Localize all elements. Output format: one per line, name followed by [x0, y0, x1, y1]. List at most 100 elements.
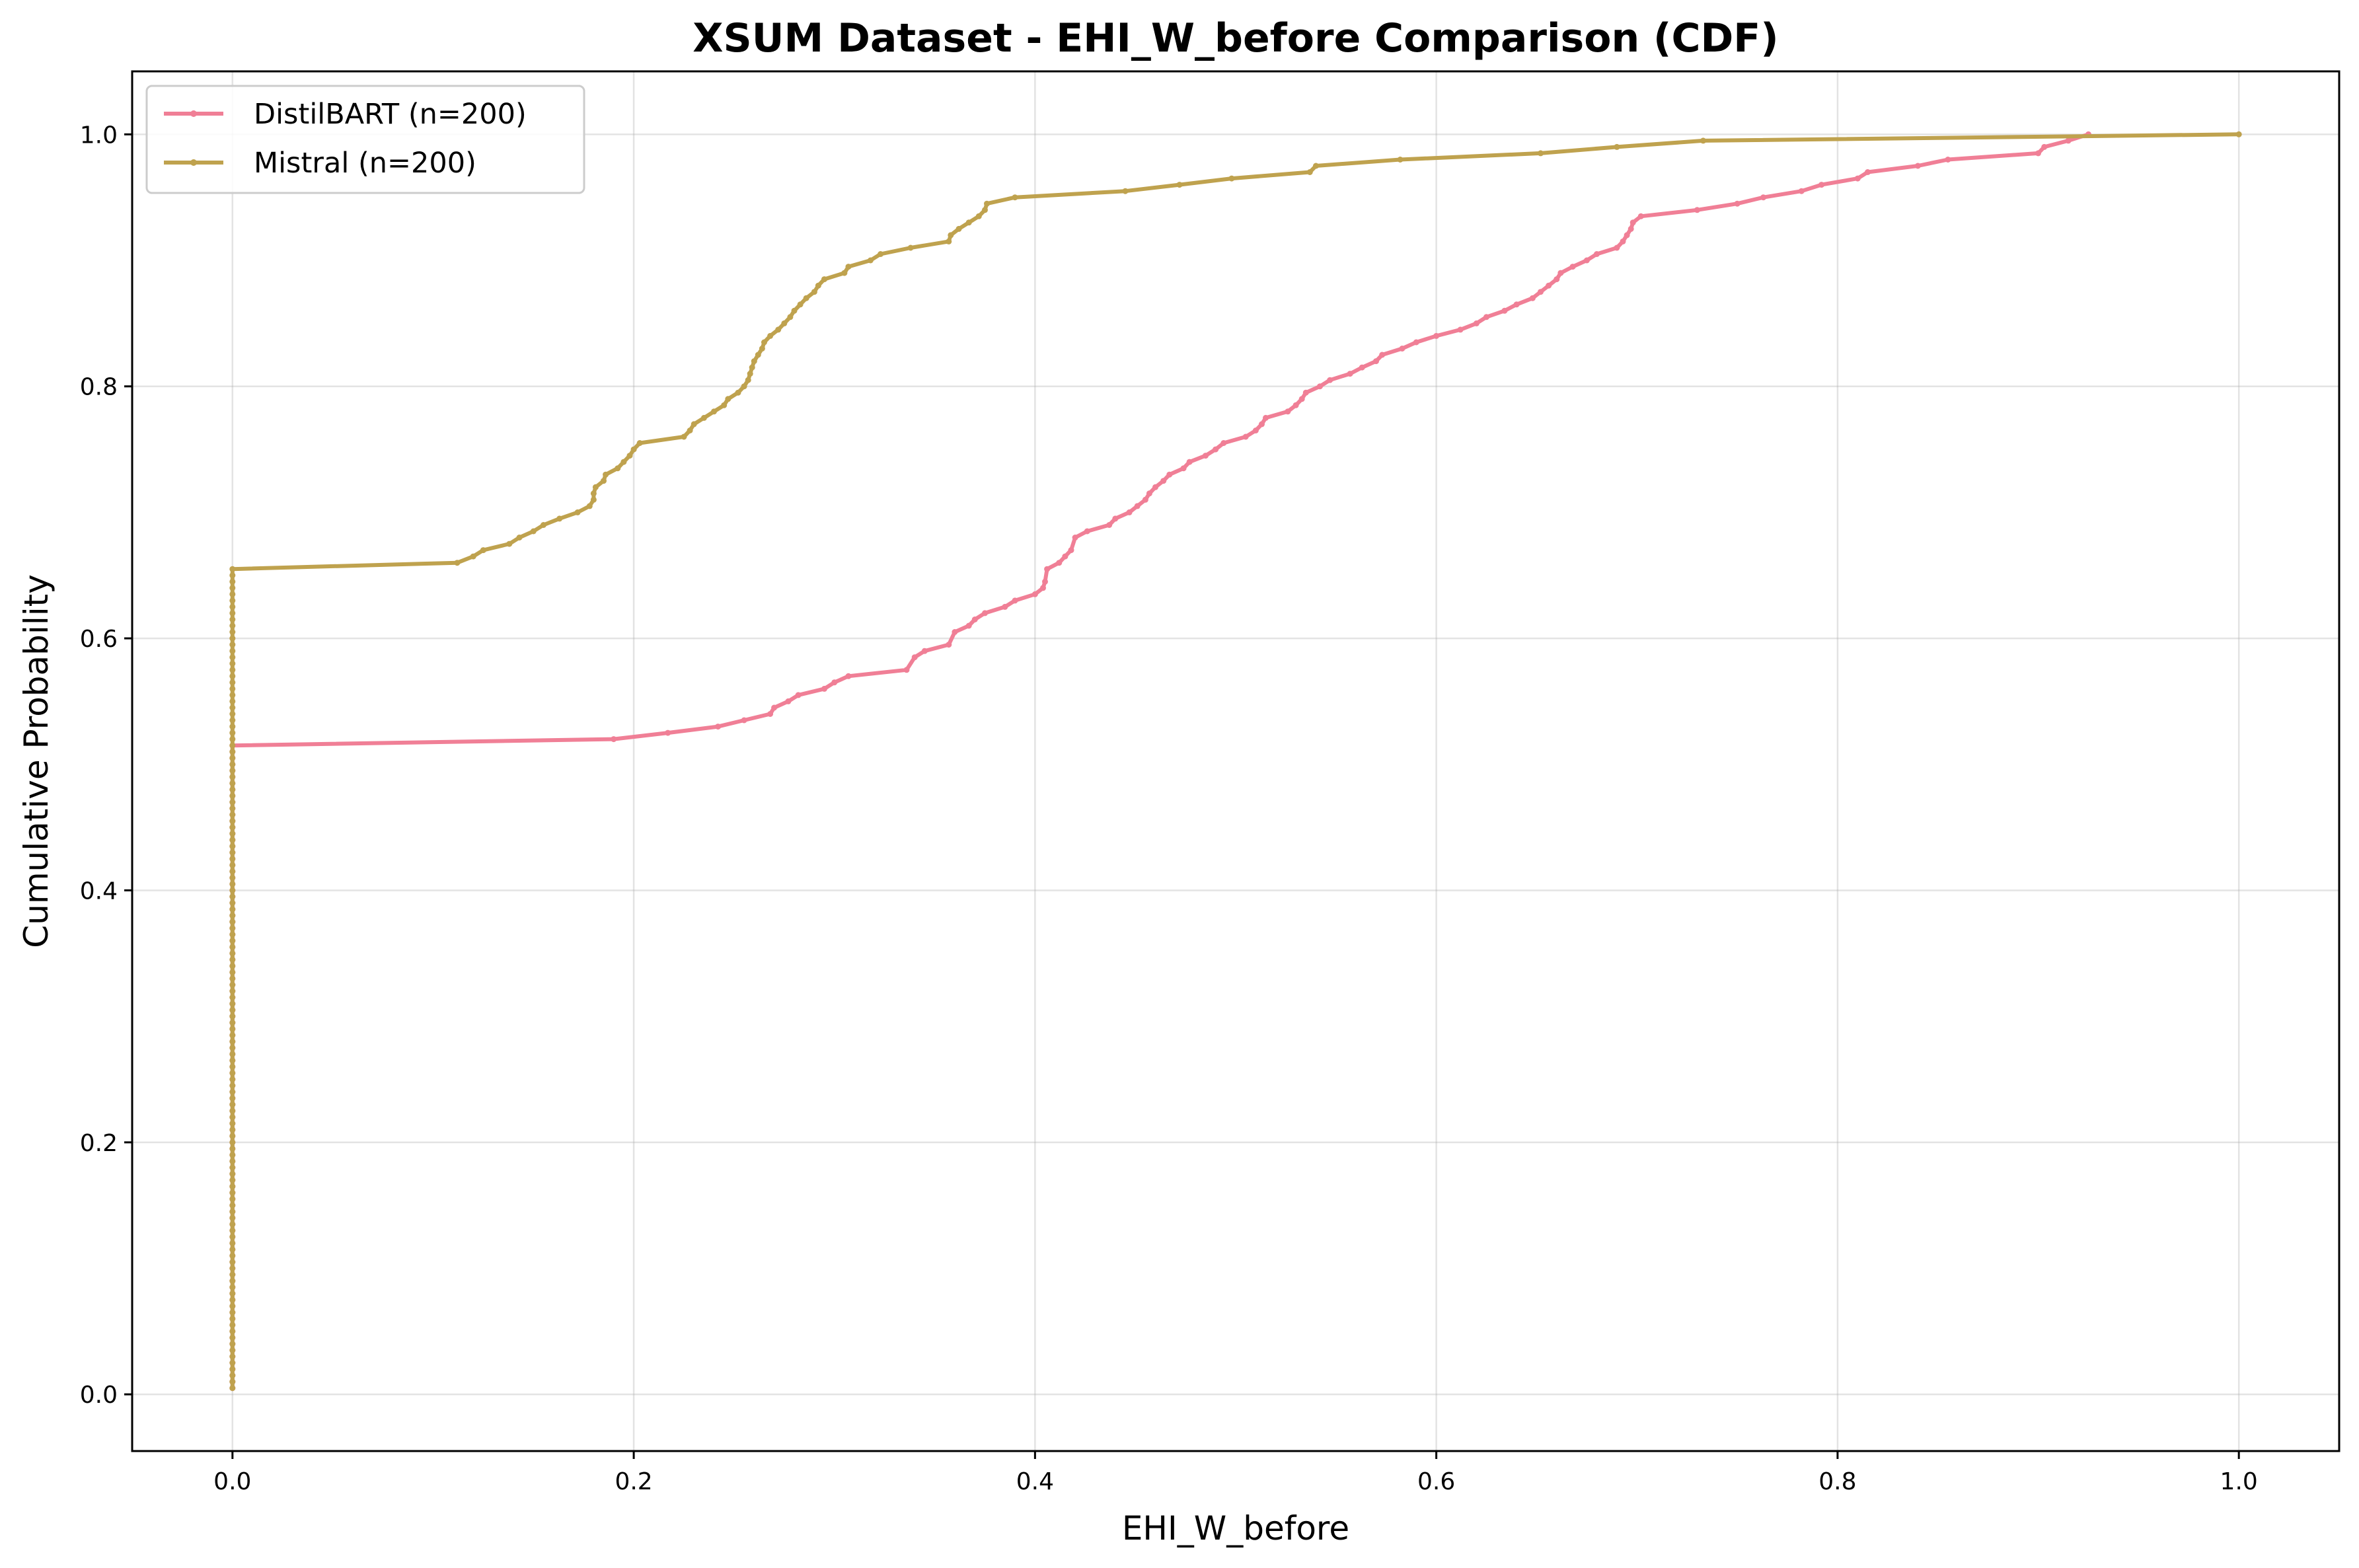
legend-label-mistral: Mistral (n=200) [254, 147, 476, 180]
data-point [1854, 175, 1861, 182]
data-point [229, 1139, 236, 1146]
data-point [965, 219, 972, 226]
data-point [506, 541, 513, 547]
data-point [229, 950, 236, 957]
data-point [795, 692, 802, 698]
data-point [229, 1089, 236, 1095]
data-point [1620, 238, 1626, 244]
data-point [229, 963, 236, 969]
data-point [229, 1045, 236, 1051]
data-point [229, 1214, 236, 1221]
series-mistral [229, 131, 2242, 1392]
data-point [1056, 560, 1063, 566]
data-point [229, 1127, 236, 1133]
data-point [541, 522, 546, 528]
data-point [1594, 251, 1600, 257]
data-point [229, 1322, 236, 1328]
data-point [1285, 408, 1291, 415]
data-point [767, 332, 774, 339]
data-point [636, 440, 643, 446]
data-point [797, 301, 804, 308]
data-point [229, 635, 236, 642]
data-point [921, 648, 928, 654]
data-point [745, 377, 751, 383]
data-point [1945, 157, 1951, 163]
legend-marker-distilbart [190, 110, 197, 117]
legend-label-distilbart: DistilBART (n=200) [254, 98, 527, 131]
data-point [955, 225, 962, 232]
data-point [845, 264, 852, 270]
data-point [229, 622, 236, 629]
data-point [229, 906, 236, 913]
data-point [530, 528, 537, 535]
data-point [470, 553, 476, 560]
data-point [946, 642, 952, 648]
data-point [1501, 307, 1508, 314]
data-point [741, 383, 747, 390]
data-point [229, 1063, 236, 1070]
data-point [1760, 194, 1767, 201]
data-point [229, 874, 236, 881]
data-point [229, 1341, 236, 1347]
data-point [803, 295, 809, 301]
data-point [229, 1316, 236, 1322]
data-point [815, 282, 821, 289]
data-point [1084, 528, 1090, 535]
data-point [787, 314, 794, 320]
data-point [1557, 270, 1564, 276]
data-point [229, 755, 236, 761]
data-point [229, 805, 236, 811]
data-point [615, 465, 621, 472]
data-point [586, 503, 593, 509]
legend-marker-mistral [190, 159, 197, 166]
data-point [229, 868, 236, 875]
data-point [1513, 301, 1520, 308]
data-point [1106, 522, 1113, 528]
data-point [767, 711, 774, 717]
data-point [984, 200, 990, 207]
y-tick-label: 0.8 [80, 374, 118, 401]
data-point [841, 270, 848, 276]
series-line [230, 132, 2239, 1388]
data-point [1624, 232, 1630, 239]
data-point [229, 1284, 236, 1290]
data-point [229, 566, 236, 572]
data-point [229, 767, 236, 774]
data-point [229, 1385, 236, 1392]
data-point [229, 1026, 236, 1032]
data-point [229, 1171, 236, 1177]
data-point [229, 1265, 236, 1271]
data-point [229, 1051, 236, 1057]
data-point [1313, 163, 1319, 169]
data-point [229, 572, 236, 579]
data-point [229, 988, 236, 994]
data-point [700, 414, 707, 421]
y-tick-label: 0.2 [80, 1130, 118, 1157]
data-point [229, 1334, 236, 1341]
data-point [845, 673, 852, 679]
data-point [229, 1353, 236, 1360]
data-point [630, 446, 637, 453]
data-point [229, 673, 236, 679]
data-point [229, 994, 236, 1000]
data-point [611, 736, 617, 743]
data-point [1569, 264, 1576, 270]
y-tick-label: 0.0 [80, 1382, 118, 1409]
data-point [1734, 200, 1741, 207]
data-point [229, 717, 236, 724]
data-point [229, 900, 236, 906]
data-point [603, 471, 609, 478]
data-point [229, 1303, 236, 1310]
data-point [1347, 371, 1353, 377]
data-point [791, 307, 798, 314]
data-point [229, 849, 236, 856]
data-point [1614, 143, 1620, 150]
data-point [454, 560, 461, 566]
data-point [821, 276, 827, 283]
data-point [867, 257, 874, 264]
data-point [229, 799, 236, 805]
data-point [711, 408, 717, 415]
data-point [1152, 484, 1158, 490]
data-point [907, 244, 914, 251]
